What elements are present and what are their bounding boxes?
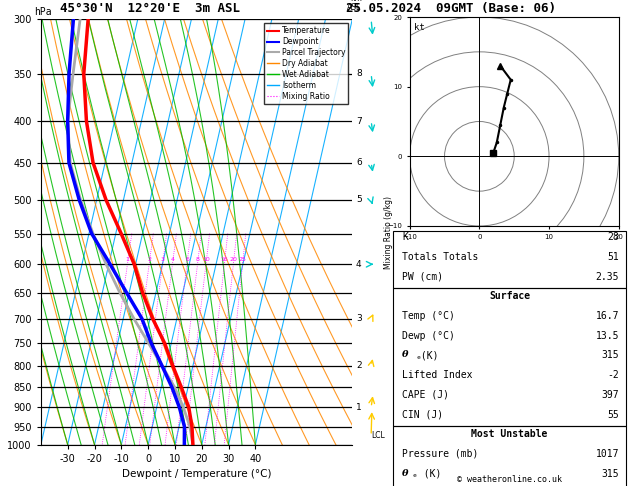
Text: 20: 20	[230, 258, 238, 262]
Text: 315: 315	[601, 350, 619, 361]
Text: 5: 5	[356, 195, 362, 205]
Text: θ: θ	[403, 469, 409, 478]
Text: Dewp (°C): Dewp (°C)	[403, 330, 455, 341]
Text: Lifted Index: Lifted Index	[403, 370, 473, 380]
Text: 6: 6	[185, 258, 189, 262]
Text: 3: 3	[356, 314, 362, 323]
Text: 16: 16	[221, 258, 228, 262]
Text: 10: 10	[203, 258, 210, 262]
Text: 1017: 1017	[596, 449, 619, 459]
Text: 55: 55	[607, 410, 619, 419]
Text: 25.05.2024  09GMT (Base: 06): 25.05.2024 09GMT (Base: 06)	[346, 1, 555, 15]
Text: Mixing Ratio (g/kg): Mixing Ratio (g/kg)	[384, 195, 392, 269]
Text: CAPE (J): CAPE (J)	[403, 390, 450, 400]
Text: 1: 1	[126, 258, 130, 262]
Text: Totals Totals: Totals Totals	[403, 252, 479, 262]
Text: 4: 4	[170, 258, 175, 262]
Text: Pressure (mb): Pressure (mb)	[403, 449, 479, 459]
Text: 2: 2	[356, 362, 362, 370]
Text: 2: 2	[147, 258, 152, 262]
Text: 13.5: 13.5	[596, 330, 619, 341]
Text: ₑ(K): ₑ(K)	[415, 350, 439, 361]
Text: © weatheronline.co.uk: © weatheronline.co.uk	[457, 474, 562, 484]
Legend: Temperature, Dewpoint, Parcel Trajectory, Dry Adiabat, Wet Adiabat, Isotherm, Mi: Temperature, Dewpoint, Parcel Trajectory…	[264, 23, 348, 104]
Y-axis label: hPa: hPa	[0, 223, 2, 241]
Text: PW (cm): PW (cm)	[403, 272, 443, 281]
Text: LCL: LCL	[371, 431, 385, 440]
Text: 25: 25	[239, 258, 247, 262]
Text: Surface: Surface	[489, 291, 530, 301]
Text: θ: θ	[403, 350, 409, 359]
Text: 6: 6	[356, 158, 362, 167]
Text: 4: 4	[356, 260, 362, 269]
Text: hPa: hPa	[35, 7, 52, 17]
Text: 45°30'N  12°20'E  3m ASL: 45°30'N 12°20'E 3m ASL	[60, 1, 240, 15]
Text: 51: 51	[607, 252, 619, 262]
Text: 8: 8	[356, 69, 362, 78]
Text: 16.7: 16.7	[596, 311, 619, 321]
Text: Temp (°C): Temp (°C)	[403, 311, 455, 321]
Text: kt: kt	[414, 23, 425, 32]
Text: 8: 8	[196, 258, 199, 262]
Text: 7: 7	[356, 117, 362, 125]
Text: 397: 397	[601, 390, 619, 400]
X-axis label: Dewpoint / Temperature (°C): Dewpoint / Temperature (°C)	[122, 469, 271, 479]
Text: ₑ (K): ₑ (K)	[412, 469, 442, 479]
Text: km
ASL: km ASL	[347, 0, 362, 12]
Text: -2: -2	[607, 370, 619, 380]
Text: 1: 1	[356, 403, 362, 412]
Text: 2.35: 2.35	[596, 272, 619, 281]
Text: CIN (J): CIN (J)	[403, 410, 443, 419]
Text: 28: 28	[607, 232, 619, 242]
Text: K: K	[403, 232, 408, 242]
Text: 3: 3	[161, 258, 165, 262]
Text: 315: 315	[601, 469, 619, 479]
Text: Most Unstable: Most Unstable	[471, 429, 548, 439]
